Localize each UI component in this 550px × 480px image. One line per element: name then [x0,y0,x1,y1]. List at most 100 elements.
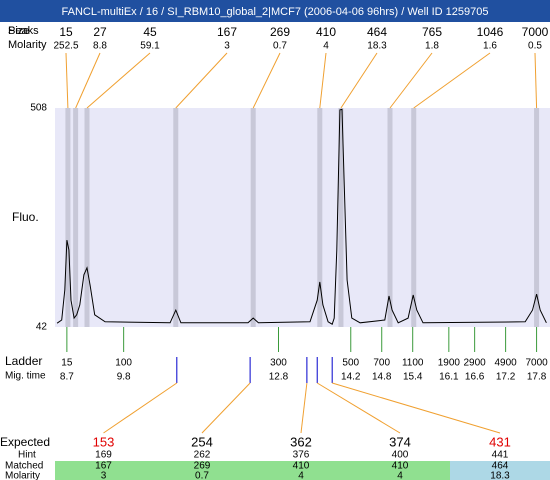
peak-molarity: 1.8 [425,41,439,52]
ladder-size: 4900 [494,358,517,369]
peak-molarity: 18.3 [367,41,387,52]
peak-connector [75,52,101,109]
peak-size: 410 [316,25,336,39]
peak-molarity: 8.8 [93,41,107,52]
matched-value: 410 [293,461,310,472]
peak-size: 7000 [522,25,549,39]
matched-value: 410 [392,461,409,472]
peak-molarity: 3 [224,41,230,52]
matched-value: 464 [492,461,509,472]
ladder-time: 14.8 [372,372,392,383]
peaks-header: Size [8,25,29,37]
peak-molarity: 0.5 [528,41,542,52]
trace [56,108,547,325]
ladder-time: 16.6 [465,372,485,383]
expected-value: 254 [191,434,213,449]
ladder-size: 300 [270,358,287,369]
peak-molarity: 252.5 [53,41,78,52]
matched-value: 167 [95,461,112,472]
ladder-size: 1100 [402,358,424,369]
peak-size: 15 [59,25,73,39]
hint-value: 400 [392,450,409,461]
peak-size: 45 [143,25,157,39]
peaks-header: Peaks [8,25,39,37]
peak-molarity: 59.1 [140,41,160,52]
peak-band [411,108,417,327]
ladder-time: 15.4 [403,372,423,383]
molarity-header: Molarity [8,39,47,51]
ladder-size: 7000 [525,358,548,369]
peak-size: 1046 [477,25,504,39]
matched-molarity: 18.3 [490,471,510,480]
ladder-size: 1900 [438,358,461,369]
peak-band [317,108,323,327]
matched-cell [55,461,152,480]
hint-value: 441 [492,450,509,461]
molarity-label: Molarity [5,471,40,480]
peak-size: 269 [270,25,290,39]
peak-connector [252,52,281,109]
ladder-time: 9.8 [117,372,131,383]
expected-value: 153 [93,434,115,449]
peak-connector [534,52,538,109]
matched-molarity: 4 [397,471,403,480]
peak-connector [65,52,69,109]
expected-connector [316,382,401,434]
expected-label: Expected [0,435,50,449]
expected-value: 431 [489,434,511,449]
matched-molarity: 4 [298,471,304,480]
peak-molarity: 1.6 [483,41,497,52]
peak-band [387,108,393,327]
y-tick-label: 508 [30,103,47,114]
ladder-time: 17.2 [496,372,516,383]
matched-value: 269 [194,461,211,472]
ladder-label: Ladder [5,354,42,368]
peak-connector [413,52,491,109]
matched-cell [252,461,350,480]
peak-band [250,108,256,327]
y-tick-label: 42 [36,322,48,333]
peak-size: 27 [93,25,107,39]
matched-molarity: 0.7 [195,471,209,480]
ladder-time: 16.1 [439,372,459,383]
peak-band [338,108,344,327]
matched-label: Matched [5,461,43,472]
ladder-size: 2900 [464,358,487,369]
peak-band [65,108,71,327]
matched-molarity: 3 [101,471,107,480]
peak-size: 167 [217,25,237,39]
hint-value: 169 [95,450,112,461]
hint-value: 262 [194,450,211,461]
ladder-size: 500 [342,358,359,369]
ladder-size: 700 [373,358,390,369]
peak-band [73,108,79,327]
title-bar [0,0,550,22]
mig-time-label: Mig. time [5,371,46,382]
expected-value: 374 [389,434,411,449]
expected-value: 362 [290,434,312,449]
expected-connector [332,382,501,434]
matched-cell [350,461,450,480]
peak-band [84,108,90,327]
ladder-size: 100 [115,358,132,369]
peak-band [534,108,540,327]
hint-label: Hint [18,450,36,461]
ladder-time: 17.8 [527,372,547,383]
peak-connector [175,52,228,109]
peak-connector [389,52,433,109]
peak-size: 765 [422,25,442,39]
peak-molarity: 0.7 [273,41,287,52]
peak-connector [319,52,327,109]
peak-band [173,108,179,327]
ladder-time: 14.2 [341,372,361,383]
ladder-time: 8.7 [60,372,74,383]
peak-molarity: 4 [323,41,329,52]
expected-connector [103,382,178,434]
ladder-time: 12.8 [269,372,289,383]
title: FANCL-multiEx / 16 / SI_RBM10_global_2|M… [62,6,489,18]
ladder-size: 15 [61,358,73,369]
peak-connector [340,52,378,109]
peak-connector [86,52,151,109]
peak-size: 464 [367,25,387,39]
